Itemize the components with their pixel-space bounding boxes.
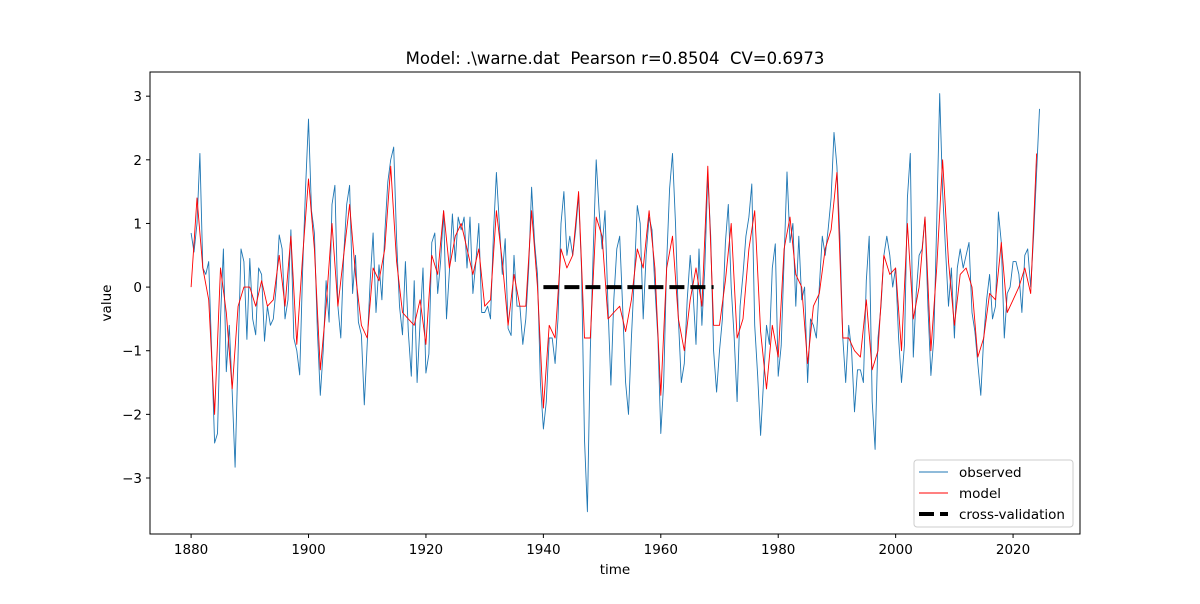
x-tick-label: 1880 <box>174 542 208 558</box>
y-tick-label: −1 <box>122 344 142 360</box>
x-tick-label: 1900 <box>291 542 325 558</box>
series-line-model <box>190 153 1038 415</box>
y-tick-label: −2 <box>122 407 142 423</box>
x-tick-label: 1940 <box>526 542 560 558</box>
legend-box <box>913 459 1074 528</box>
plot-area <box>190 93 1040 513</box>
x-axis-label: time <box>600 562 631 578</box>
chart-title: Model: .\warne.dat Pearson r=0.8504 CV=0… <box>406 49 825 68</box>
y-axis: −3 −2 −1 0 1 2 3 <box>122 89 150 487</box>
y-axis-label: value <box>99 285 115 322</box>
axes-frame <box>149 71 1081 535</box>
x-tick-label: 2000 <box>878 542 912 558</box>
x-tick-label: 1920 <box>409 542 443 558</box>
x-tick-label: 1980 <box>761 542 795 558</box>
legend: observed model cross-validation <box>913 459 1074 528</box>
legend-label-model: model <box>959 486 1001 502</box>
y-tick-label: 2 <box>133 153 142 169</box>
y-tick-label: −3 <box>122 471 142 487</box>
x-tick-label: 2020 <box>996 542 1030 558</box>
y-tick-label: 3 <box>133 89 142 105</box>
series-line-observed <box>190 93 1040 513</box>
y-tick-label: 0 <box>133 280 142 296</box>
legend-label-cross-validation: cross-validation <box>959 507 1065 523</box>
x-axis: 1880 1900 1920 1940 1960 1980 2000 2020 <box>174 534 1030 558</box>
y-tick-label: 1 <box>133 216 142 232</box>
legend-label-observed: observed <box>959 465 1022 481</box>
x-tick-label: 1960 <box>644 542 678 558</box>
